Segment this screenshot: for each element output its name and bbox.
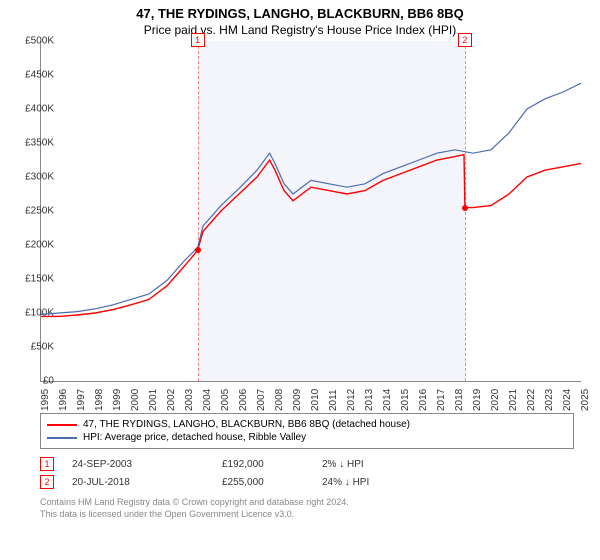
legend-item: HPI: Average price, detached house, Ribb… xyxy=(47,431,567,444)
x-axis-label: 2009 xyxy=(292,389,303,411)
chart-subtitle: Price paid vs. HM Land Registry's House … xyxy=(0,21,600,41)
legend-label: HPI: Average price, detached house, Ribb… xyxy=(83,432,306,443)
x-axis-label: 2019 xyxy=(472,389,483,411)
sale-row-marker: 2 xyxy=(40,475,54,489)
x-axis-label: 2008 xyxy=(274,389,285,411)
sale-hpi-diff: 2% ↓ HPI xyxy=(322,459,364,470)
sale-row: 1 24-SEP-2003£192,0002% ↓ HPI xyxy=(40,455,600,473)
x-axis-label: 1995 xyxy=(40,389,51,411)
sale-price: £192,000 xyxy=(222,459,322,470)
x-axis-label: 2013 xyxy=(364,389,375,411)
sale-marker-dot xyxy=(195,247,201,253)
sale-marker-box: 1 xyxy=(191,33,205,47)
sale-date: 24-SEP-2003 xyxy=(72,459,222,470)
sale-row-marker: 1 xyxy=(40,457,54,471)
chart-area: 12 £0£50K£100K£150K£200K£250K£300K£350K£… xyxy=(40,41,600,411)
x-axis-label: 2025 xyxy=(580,389,591,411)
sale-marker-dot xyxy=(462,205,468,211)
x-axis-label: 2005 xyxy=(220,389,231,411)
x-axis-label: 1997 xyxy=(76,389,87,411)
sale-date: 20-JUL-2018 xyxy=(72,477,222,488)
x-axis-label: 2000 xyxy=(130,389,141,411)
x-axis-label: 2006 xyxy=(238,389,249,411)
x-axis-label: 1998 xyxy=(94,389,105,411)
legend-label: 47, THE RYDINGS, LANGHO, BLACKBURN, BB6 … xyxy=(83,419,410,430)
x-axis-label: 2015 xyxy=(400,389,411,411)
series-lines xyxy=(41,41,581,381)
x-axis-label: 2010 xyxy=(310,389,321,411)
footnote-line: This data is licensed under the Open Gov… xyxy=(40,509,600,521)
x-axis-label: 2011 xyxy=(328,389,339,411)
x-axis-label: 2022 xyxy=(526,389,537,411)
sales-table: 1 24-SEP-2003£192,0002% ↓ HPI 2 20-JUL-2018… xyxy=(40,455,600,491)
x-axis-label: 2014 xyxy=(382,389,393,411)
legend-swatch xyxy=(47,424,77,426)
x-axis-label: 2004 xyxy=(202,389,213,411)
footnote-line: Contains HM Land Registry data © Crown c… xyxy=(40,497,600,509)
x-axis-label: 2016 xyxy=(418,389,429,411)
x-axis-label: 2024 xyxy=(562,389,573,411)
sale-marker-box: 2 xyxy=(458,33,472,47)
x-axis-label: 1999 xyxy=(112,389,123,411)
chart-container: 47, THE RYDINGS, LANGHO, BLACKBURN, BB6 … xyxy=(0,0,600,560)
series-line xyxy=(41,83,581,314)
series-line xyxy=(41,155,581,317)
sale-row: 2 20-JUL-2018£255,00024% ↓ HPI xyxy=(40,473,600,491)
legend-item: 47, THE RYDINGS, LANGHO, BLACKBURN, BB6 … xyxy=(47,418,567,431)
x-axis-label: 2012 xyxy=(346,389,357,411)
x-axis-label: 2007 xyxy=(256,389,267,411)
plot-region: 12 xyxy=(40,41,581,382)
sale-price: £255,000 xyxy=(222,477,322,488)
x-axis-label: 2017 xyxy=(436,389,447,411)
x-axis-label: 2023 xyxy=(544,389,555,411)
sale-hpi-diff: 24% ↓ HPI xyxy=(322,477,369,488)
x-axis-label: 2002 xyxy=(166,389,177,411)
legend-swatch xyxy=(47,437,77,439)
x-axis-label: 2001 xyxy=(148,389,159,411)
x-axis-label: 2020 xyxy=(490,389,501,411)
x-axis-label: 1996 xyxy=(58,389,69,411)
x-axis-label: 2018 xyxy=(454,389,465,411)
x-axis-label: 2021 xyxy=(508,389,519,411)
x-axis-label: 2003 xyxy=(184,389,195,411)
footnote: Contains HM Land Registry data © Crown c… xyxy=(40,497,600,520)
legend: 47, THE RYDINGS, LANGHO, BLACKBURN, BB6 … xyxy=(40,413,574,449)
chart-title: 47, THE RYDINGS, LANGHO, BLACKBURN, BB6 … xyxy=(0,0,600,21)
